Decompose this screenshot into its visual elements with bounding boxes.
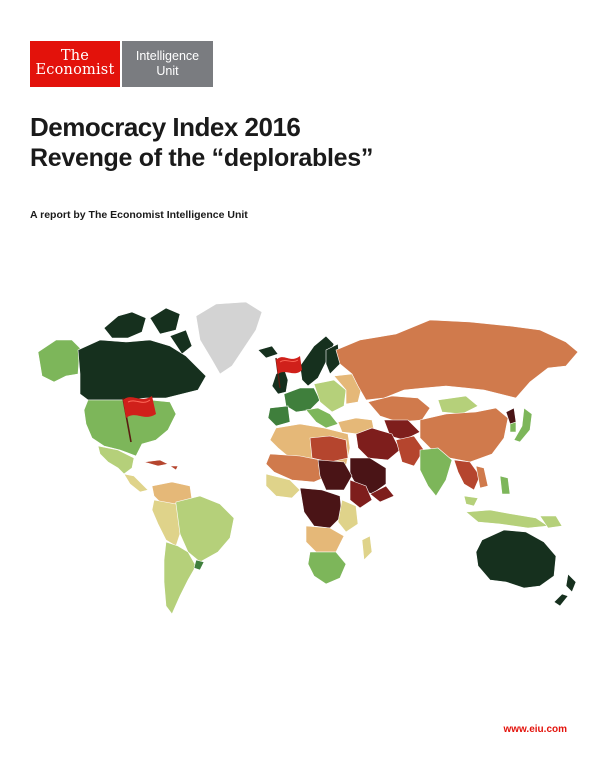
map-region-caribbean	[143, 459, 179, 471]
eiu-website-link[interactable]: www.eiu.com	[503, 724, 567, 735]
eiu-logo-line1: Intelligence	[135, 49, 200, 63]
map-region-india	[419, 447, 453, 497]
map-region-horn-of-africa	[349, 479, 373, 509]
economist-logo-line2: Economist	[35, 62, 115, 78]
map-region-south-korea	[509, 421, 517, 433]
map-region-argentina-chile	[163, 541, 197, 615]
economist-logo-line1: The	[60, 48, 90, 64]
map-region-central-africa	[299, 487, 343, 529]
map-region-china	[419, 407, 509, 463]
map-region-philippines	[499, 475, 511, 495]
map-region-peru-bolivia	[151, 499, 181, 547]
economist-logo: The Economist	[30, 41, 120, 87]
usa-flag-icon	[122, 396, 156, 443]
map-region-southeast-asia	[453, 459, 481, 491]
map-region-iberia	[267, 405, 291, 427]
map-region-eastern-europe	[313, 379, 347, 413]
map-region-madagascar	[361, 535, 373, 561]
map-region-australia	[475, 529, 557, 589]
map-region-vietnam	[475, 465, 489, 489]
map-region-angola-zambia	[305, 525, 345, 553]
world-map-image	[37, 301, 579, 615]
map-region-new-zealand	[553, 573, 577, 607]
map-region-indonesia	[465, 509, 549, 529]
map-region-malaysia	[463, 495, 479, 507]
map-region-afghanistan-pakistan	[395, 435, 425, 467]
map-region-iceland	[257, 345, 279, 359]
map-region-west-africa	[265, 473, 301, 499]
map-region-yemen-oman	[369, 485, 395, 503]
map-region-alaska	[37, 339, 81, 383]
map-region-russia	[335, 319, 579, 401]
report-byline: A report by The Economist Intelligence U…	[30, 209, 248, 221]
map-region-italy-balkans	[305, 407, 339, 429]
map-region-chad-sudan	[317, 459, 353, 491]
eiu-logo-line2: Unit	[156, 64, 179, 78]
uk-flag-icon	[275, 356, 302, 389]
map-region-mongolia	[437, 395, 479, 415]
map-region-southern-africa	[307, 551, 347, 585]
map-region-uruguay	[193, 559, 205, 571]
map-region-iran-iraq	[355, 427, 401, 461]
report-subtitle: Revenge of the “deplorables”	[30, 144, 374, 172]
map-region-arctic-islands	[103, 307, 193, 355]
map-region-sahel	[265, 453, 329, 483]
map-region-libya-egypt	[309, 435, 349, 463]
map-region-east-africa	[337, 499, 359, 533]
map-region-greenland	[195, 301, 263, 375]
map-region-kazakhstan	[367, 395, 431, 423]
map-region-japan	[513, 407, 533, 443]
map-region-papua	[539, 515, 563, 529]
report-title: Democracy Index 2016	[30, 112, 301, 142]
map-region-central-america	[123, 473, 149, 493]
map-region-canada	[77, 339, 207, 401]
eiu-logo: Intelligence Unit	[122, 41, 213, 87]
